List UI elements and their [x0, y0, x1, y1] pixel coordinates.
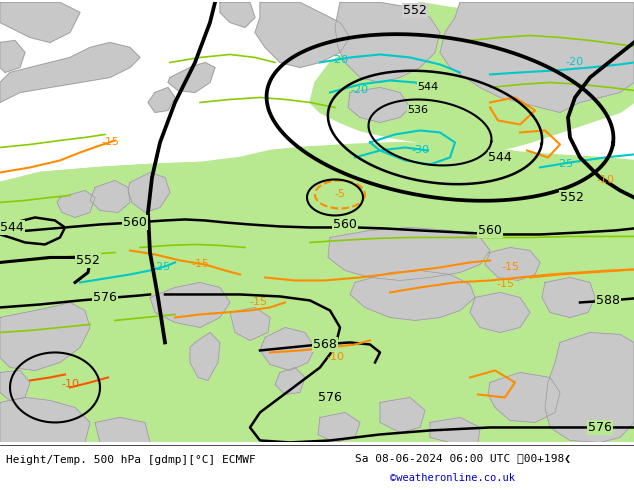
Polygon shape	[230, 307, 270, 341]
Text: 560: 560	[478, 224, 502, 237]
Polygon shape	[148, 87, 175, 113]
Text: -20: -20	[566, 57, 584, 68]
Text: -15: -15	[501, 263, 519, 272]
Polygon shape	[275, 368, 305, 394]
Polygon shape	[440, 2, 634, 113]
Polygon shape	[90, 180, 130, 213]
Polygon shape	[0, 163, 200, 252]
Text: 576: 576	[93, 291, 117, 304]
Text: -5: -5	[335, 190, 346, 199]
Polygon shape	[488, 372, 560, 422]
Polygon shape	[128, 172, 170, 213]
Text: -25: -25	[556, 159, 574, 170]
Polygon shape	[545, 332, 634, 442]
Polygon shape	[0, 41, 25, 73]
Text: 560: 560	[333, 218, 357, 231]
Text: 552: 552	[560, 191, 584, 204]
Polygon shape	[310, 2, 634, 150]
Text: 568: 568	[313, 338, 337, 351]
Text: -10: -10	[61, 379, 79, 390]
Polygon shape	[485, 247, 540, 280]
Text: 552: 552	[76, 254, 100, 267]
Text: 544: 544	[0, 221, 24, 234]
Polygon shape	[220, 2, 255, 27]
Polygon shape	[255, 2, 350, 68]
Polygon shape	[0, 2, 80, 43]
Text: -15: -15	[101, 138, 119, 147]
Polygon shape	[542, 277, 595, 318]
Polygon shape	[318, 413, 360, 442]
Text: 536: 536	[408, 105, 429, 116]
Text: -15: -15	[191, 260, 209, 270]
Text: 588: 588	[596, 294, 620, 307]
Polygon shape	[150, 282, 230, 327]
Text: Height/Temp. 500 hPa [gdmp][°C] ECMWF: Height/Temp. 500 hPa [gdmp][°C] ECMWF	[6, 455, 256, 465]
Polygon shape	[335, 2, 440, 82]
Polygon shape	[0, 397, 90, 442]
Polygon shape	[0, 302, 90, 370]
Text: -20: -20	[331, 55, 349, 66]
Polygon shape	[350, 270, 475, 320]
Polygon shape	[260, 327, 315, 370]
Text: ©weatheronline.co.uk: ©weatheronline.co.uk	[390, 473, 515, 483]
Polygon shape	[470, 293, 530, 332]
Polygon shape	[0, 143, 634, 442]
Text: 544: 544	[417, 82, 439, 93]
Text: -30: -30	[411, 146, 429, 155]
Polygon shape	[0, 370, 30, 400]
Text: -25: -25	[153, 263, 171, 272]
Polygon shape	[328, 227, 490, 280]
Text: 552: 552	[403, 4, 427, 17]
Text: 560: 560	[123, 216, 147, 229]
Text: 576: 576	[588, 421, 612, 434]
Polygon shape	[168, 62, 215, 93]
Polygon shape	[95, 417, 150, 442]
Polygon shape	[0, 43, 140, 102]
Text: -10: -10	[596, 175, 614, 185]
Text: -15: -15	[249, 297, 267, 307]
Text: -15: -15	[496, 279, 514, 290]
Polygon shape	[348, 87, 410, 122]
Text: -10: -10	[326, 352, 344, 363]
Text: 544: 544	[488, 151, 512, 164]
Polygon shape	[430, 417, 480, 442]
Polygon shape	[57, 191, 95, 218]
Text: -20: -20	[351, 85, 369, 96]
Polygon shape	[380, 397, 425, 433]
Polygon shape	[190, 332, 220, 380]
Text: Sa 08-06-2024 06:00 UTC ❠00+198❮: Sa 08-06-2024 06:00 UTC ❠00+198❮	[355, 453, 571, 463]
Text: 576: 576	[318, 391, 342, 404]
